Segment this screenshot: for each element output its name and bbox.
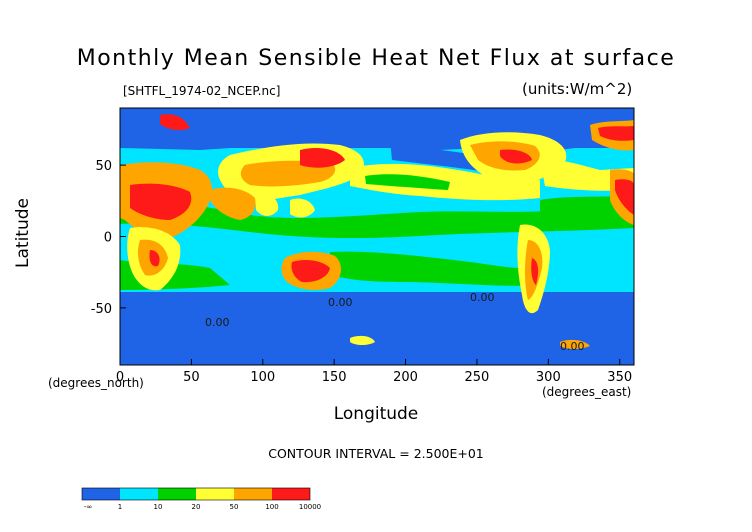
colorbar-label: -∞ [84, 503, 92, 511]
x-tick-label: 0 [116, 370, 124, 385]
colorbar-legend: -∞ 1 10 20 50 100 10000 [81, 487, 321, 511]
colorbar-swatch [158, 488, 196, 500]
contour-label: 0.00 [470, 291, 495, 304]
x-tick-label: 50 [183, 370, 200, 385]
chart-title: Monthly Mean Sensible Heat Net Flux at s… [76, 46, 676, 71]
x-axis-label: Longitude [333, 404, 419, 424]
colorbar-label: 20 [192, 503, 201, 511]
file-name-label: [SHTFL_1974-02_NCEP.nc] [123, 84, 281, 98]
x-axis-unit: (degrees_east) [542, 385, 632, 399]
colorbar-swatch [120, 488, 158, 500]
x-axis-ticks: 0 50 100 150 200 250 300 350 [116, 359, 632, 385]
colorbar-label: 10000 [299, 503, 321, 511]
colorbar-swatch [234, 488, 272, 500]
colorbar-label: 50 [230, 503, 239, 511]
contour-label: 0.00 [560, 340, 585, 353]
colorbar-swatch [82, 488, 120, 500]
colorbar-swatch [272, 488, 310, 500]
contour-label: 0.00 [205, 316, 230, 329]
x-tick-label: 200 [393, 370, 418, 385]
colorbar-label: 100 [265, 503, 278, 511]
contour-interval-label: CONTOUR INTERVAL = 2.500E+01 [268, 446, 484, 461]
colorbar-swatch [196, 488, 234, 500]
y-tick-label: 0 [104, 231, 112, 246]
x-tick-label: 150 [322, 370, 347, 385]
y-tick-label: -50 [91, 302, 112, 317]
heatmap-field [120, 108, 634, 365]
colorbar-label: 10 [154, 503, 163, 511]
y-tick-label: 50 [95, 159, 112, 174]
contour-label: 0.00 [328, 296, 353, 309]
x-tick-label: 100 [250, 370, 275, 385]
units-label: (units:W/m^2) [522, 80, 633, 98]
x-tick-label: 300 [536, 370, 561, 385]
x-tick-label: 350 [607, 370, 632, 385]
x-tick-label: 250 [465, 370, 490, 385]
colorbar-label: 1 [118, 503, 122, 511]
colorbar-frame [81, 487, 311, 501]
y-axis-ticks: -50 0 50 [91, 159, 126, 317]
y-axis-unit: (degrees_north) [48, 376, 144, 390]
